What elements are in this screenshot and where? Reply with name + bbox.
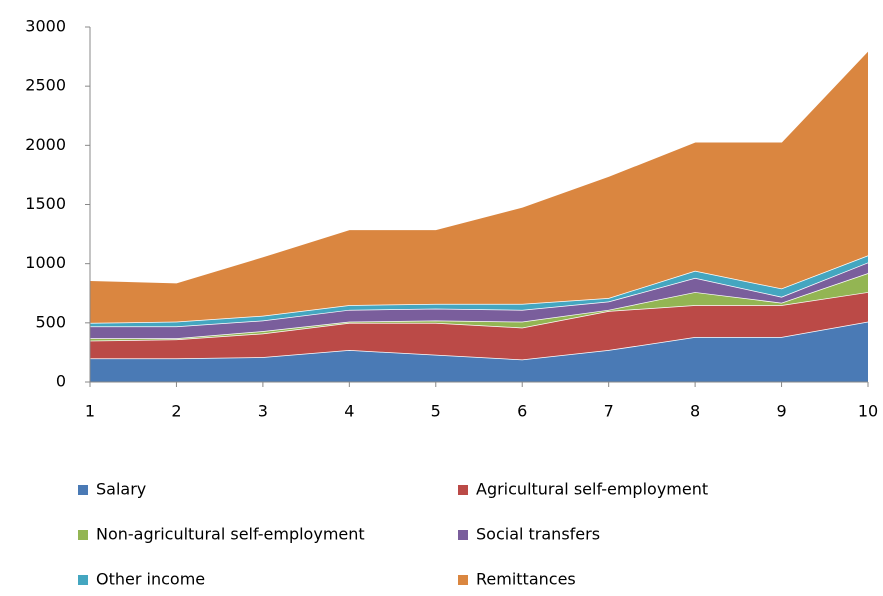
legend-swatch — [78, 575, 88, 585]
legend-swatch — [458, 575, 468, 585]
area — [90, 262, 868, 339]
area-edge — [89, 50, 869, 284]
legend-swatch — [78, 530, 88, 540]
area — [90, 321, 868, 382]
y-tick-label: 1000 — [25, 253, 66, 272]
x-tick-label: 5 — [431, 402, 441, 421]
legend-label: Social transfers — [476, 525, 600, 544]
x-tick-label: 4 — [344, 402, 354, 421]
y-tick-label: 0 — [56, 372, 66, 391]
x-tick-label: 10 — [858, 402, 878, 421]
legend-swatch — [458, 530, 468, 540]
x-tick-label: 3 — [258, 402, 268, 421]
legend-swatch — [458, 485, 468, 495]
area — [90, 50, 868, 323]
y-tick-label: 2000 — [25, 135, 66, 154]
area-edge — [90, 272, 869, 339]
y-tick-label: 2500 — [25, 76, 66, 95]
y-tick-label: 1500 — [25, 194, 66, 213]
x-tick-label: 6 — [517, 402, 527, 421]
x-tick-label: 7 — [604, 402, 614, 421]
x-tick-label: 2 — [171, 402, 181, 421]
y-tick-label: 500 — [35, 312, 66, 331]
x-tick-label: 8 — [690, 402, 700, 421]
legend-label: Agricultural self-employment — [476, 480, 708, 499]
legend-label: Salary — [96, 480, 146, 499]
y-tick-label: 3000 — [25, 17, 66, 36]
legend-label: Remittances — [476, 570, 576, 589]
x-tick-label: 9 — [776, 402, 786, 421]
legend-label: Non-agricultural self-employment — [96, 525, 365, 544]
legend-label: Other income — [96, 570, 205, 589]
x-tick-label: 1 — [85, 402, 95, 421]
legend-swatch — [78, 485, 88, 495]
